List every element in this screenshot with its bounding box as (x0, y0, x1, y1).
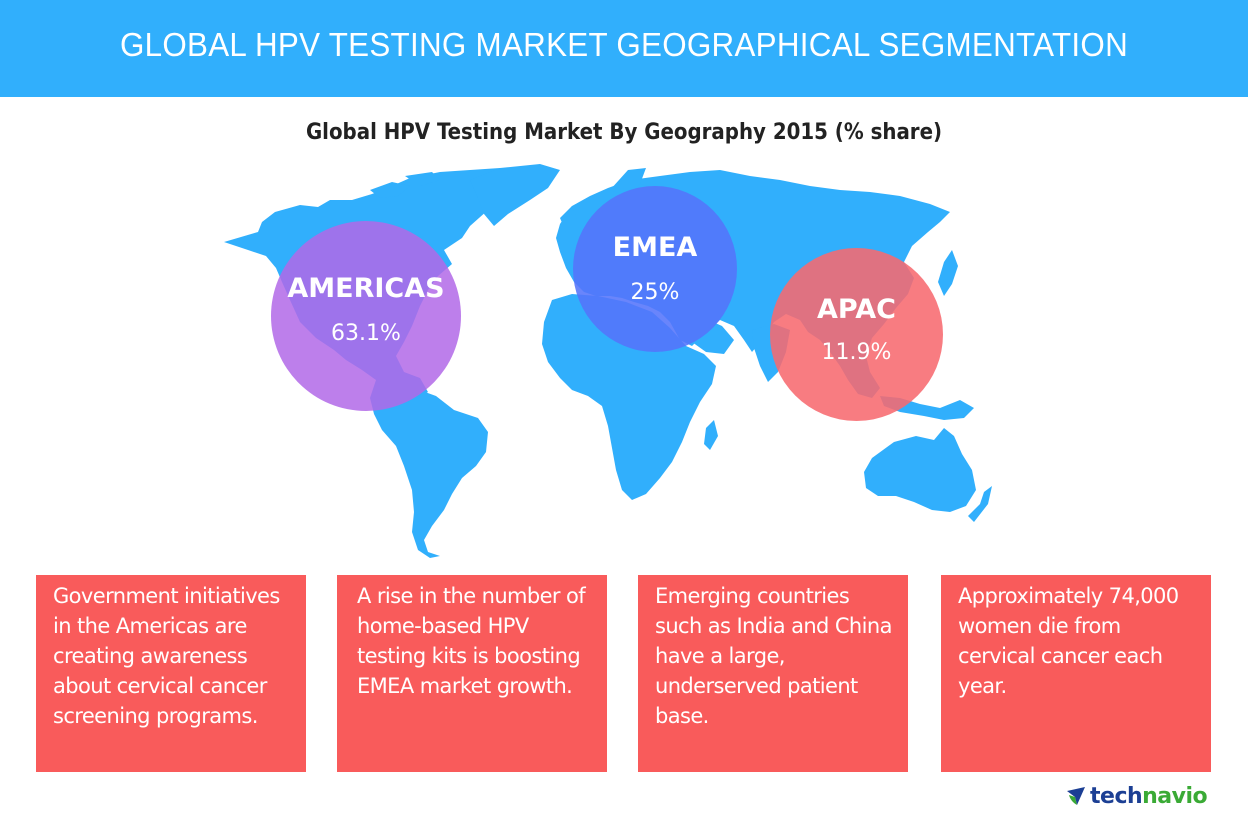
australia-shape (864, 428, 976, 512)
chart-title: Global HPV Testing Market By Geography 2… (305, 120, 943, 145)
region-label-apac: APAC (817, 294, 896, 325)
logo-text-navio: navio (1142, 783, 1208, 809)
region-share-apac: 11.9% (821, 340, 892, 365)
bubble-apac: APAC 11.9% (770, 248, 943, 421)
region-label-americas: AMERICAS (287, 273, 445, 304)
bubble-emea: EMEA 25% (573, 186, 737, 352)
bubble-americas: AMERICAS 63.1% (271, 221, 461, 411)
fact-card-apac: Emerging countries such as India and Chi… (638, 575, 908, 772)
region-share-emea: 25% (630, 280, 680, 305)
fact-card-mortality: Approximately 74,000 women die from cerv… (941, 575, 1211, 772)
region-share-americas: 63.1% (331, 321, 401, 346)
fact-card-americas: Government initiatives in the Americas a… (36, 575, 306, 772)
fact-card-emea: A rise in the number of home-based HPV t… (337, 575, 607, 772)
greenland-shape (470, 164, 560, 226)
technavio-logo: tech navio (1066, 782, 1208, 810)
page-title: GLOBAL HPV TESTING MARKET GEOGRAPHICAL S… (119, 26, 1129, 63)
technavio-arrow-icon (1067, 787, 1085, 805)
south-america-shape (370, 378, 488, 558)
logo-text-tech: tech (1090, 783, 1143, 809)
header-banner: GLOBAL HPV TESTING MARKET GEOGRAPHICAL S… (0, 0, 1248, 97)
region-label-emea: EMEA (612, 232, 698, 263)
